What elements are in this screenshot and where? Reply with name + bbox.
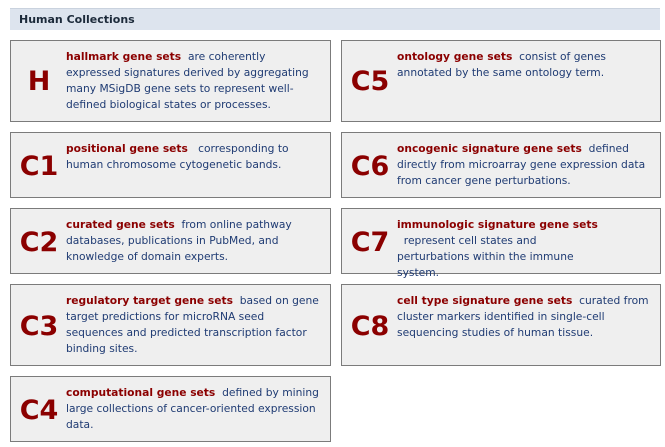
collection-description-text: defined by mining large collections of c…: [66, 386, 319, 431]
collection-card-h[interactable]: H hallmark gene sets are coherently expr…: [10, 40, 331, 122]
collection-description-text: represent cell states and perturbations …: [397, 234, 574, 279]
collection-code: C4: [19, 395, 59, 426]
collection-description-text: corresponding to human chromosome cytoge…: [66, 142, 289, 171]
collection-description-text: based on gene target predictions for mic…: [66, 294, 319, 355]
collection-code: C7: [350, 227, 390, 258]
collection-card-c5[interactable]: C5 ontology gene sets consist of genes a…: [341, 40, 661, 122]
collection-card-c7[interactable]: C7 immunologic signature gene sets repre…: [341, 208, 661, 279]
collection-card-c6[interactable]: C6 oncogenic signature gene sets defined…: [341, 132, 661, 198]
collection-card-c2[interactable]: C2 curated gene sets from online pathway…: [10, 208, 331, 274]
section-title: Human Collections: [19, 13, 135, 26]
collection-description-text: consist of genes annotated by the same o…: [397, 50, 606, 79]
collection-description: immunologic signature gene sets represen…: [397, 217, 600, 281]
collection-code: C5: [350, 66, 390, 97]
collection-code: C3: [19, 311, 59, 342]
collection-description: oncogenic signature gene sets defined di…: [397, 141, 650, 189]
collection-title-link[interactable]: hallmark gene sets: [66, 50, 182, 63]
collection-description: positional gene sets corresponding to hu…: [66, 141, 320, 173]
collection-card-c4[interactable]: C4 computational gene sets defined by mi…: [10, 376, 331, 442]
collection-title-link[interactable]: positional gene sets: [66, 142, 188, 155]
collection-description-text: curated from cluster markers identified …: [397, 294, 649, 339]
collection-code: H: [27, 66, 51, 97]
collection-description-text: defined directly from microarray gene ex…: [397, 142, 646, 187]
collection-description: curated gene sets from online pathway da…: [66, 217, 320, 265]
collection-code: C8: [350, 311, 390, 342]
collection-description: ontology gene sets consist of genes anno…: [397, 49, 650, 81]
collection-card-c8[interactable]: C8 cell type signature gene sets curated…: [341, 284, 661, 366]
collection-description-text: from online pathway databases, publicati…: [66, 218, 292, 263]
collection-description: hallmark gene sets are coherently expres…: [66, 49, 320, 113]
collection-title-link[interactable]: oncogenic signature gene sets: [397, 142, 582, 155]
collection-card-c3[interactable]: C3 regulatory target gene sets based on …: [10, 284, 331, 366]
collection-description: cell type signature gene sets curated fr…: [397, 293, 650, 341]
collection-card-c1[interactable]: C1 positional gene sets corresponding to…: [10, 132, 331, 198]
collection-description: regulatory target gene sets based on gen…: [66, 293, 320, 357]
collection-title-link[interactable]: regulatory target gene sets: [66, 294, 233, 307]
collection-code: C2: [19, 227, 59, 258]
collection-code: C6: [350, 151, 390, 182]
collection-title-link[interactable]: ontology gene sets: [397, 50, 513, 63]
collection-title-link[interactable]: curated gene sets: [66, 218, 175, 231]
collection-description-text: are coherently expressed signatures deri…: [66, 50, 309, 111]
collection-title-link[interactable]: immunologic signature gene sets: [397, 218, 598, 231]
collection-title-link[interactable]: computational gene sets: [66, 386, 216, 399]
collection-title-link[interactable]: cell type signature gene sets: [397, 294, 573, 307]
collection-description: computational gene sets defined by minin…: [66, 385, 320, 433]
collection-code: C1: [19, 151, 59, 182]
section-header: Human Collections: [10, 8, 660, 30]
